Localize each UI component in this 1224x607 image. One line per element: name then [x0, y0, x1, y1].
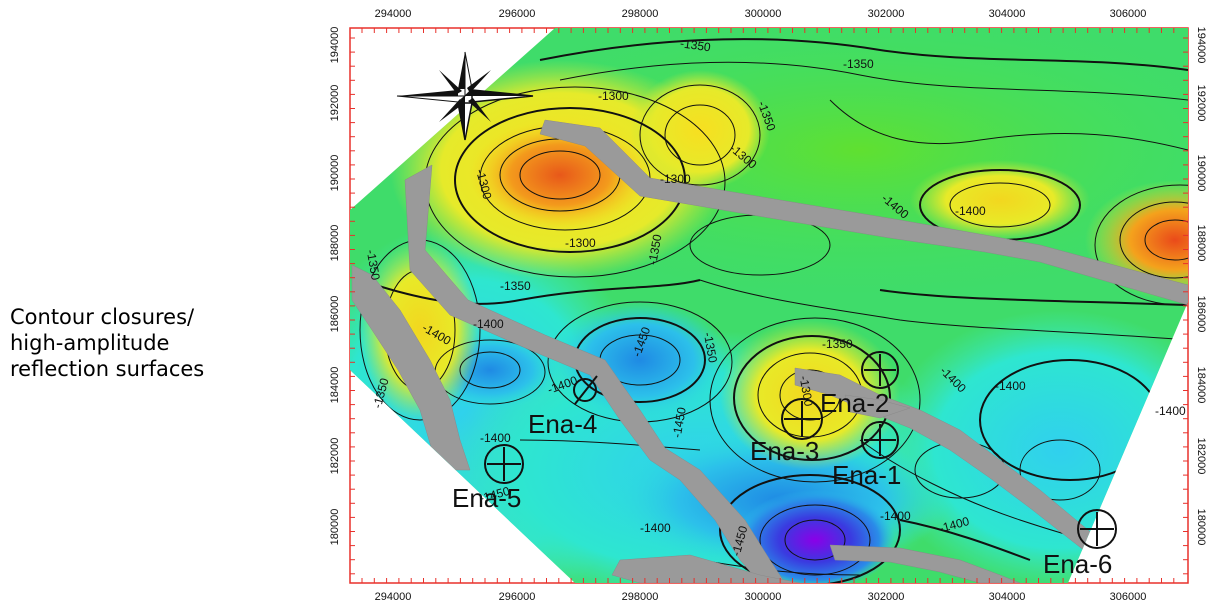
contour-label: -1400: [880, 509, 911, 523]
well-ena-3-symbol[interactable]: [781, 398, 823, 440]
contour-label: -1400: [955, 204, 986, 218]
tick-label-y-right: 184000: [1195, 367, 1207, 404]
contour-label: -1400: [480, 431, 511, 445]
tick-label-x-top: 302000: [868, 8, 905, 20]
well-label-ena-3: Ena-3: [750, 436, 819, 466]
well-label-ena-1: Ena-1: [832, 460, 901, 490]
contour-label: -1350: [679, 36, 712, 54]
contour-label: -1300: [565, 236, 596, 250]
tick-label-x-top: 296000: [499, 8, 536, 20]
tick-label-x-bottom: 302000: [868, 591, 905, 603]
tick-label-y-left: 186000: [329, 296, 341, 333]
y-axis-right: 194000 192000 190000 188000 186000 18400…: [1195, 27, 1207, 546]
tick-label-x-top: 298000: [622, 8, 659, 20]
x-axis-bottom: 294000 296000 298000 300000 302000 30400…: [375, 591, 1147, 603]
tick-label-x-bottom: 300000: [745, 591, 782, 603]
contour-label: -1400: [995, 379, 1026, 393]
tick-label-y-left: 180000: [329, 509, 341, 546]
well-label-ena-4: Ena-4: [528, 409, 597, 439]
tick-label-x-top: 306000: [1110, 8, 1147, 20]
well-ena-6-symbol[interactable]: [1077, 509, 1117, 549]
tick-label-y-right: 180000: [1195, 509, 1207, 546]
well-ena-2-symbol[interactable]: [861, 351, 899, 389]
caption-line-2: high-amplitude: [10, 331, 170, 355]
contour-label: -1450: [670, 406, 689, 439]
tick-label-y-right: 190000: [1195, 155, 1207, 192]
tick-label-x-top: 294000: [375, 8, 412, 20]
contour-label: -1400: [473, 317, 504, 331]
well-label-ena-6: Ena-6: [1043, 549, 1112, 579]
caption-text: Contour closures/ high-amplitude reflect…: [10, 304, 300, 382]
tick-label-y-right: 186000: [1195, 296, 1207, 333]
tick-label-x-bottom: 298000: [622, 591, 659, 603]
well-label-ena-2: Ena-2: [820, 388, 889, 418]
tick-label-y-right: 188000: [1195, 225, 1207, 262]
contour-label: -1350: [645, 233, 664, 266]
contour-label: -1300: [660, 172, 691, 186]
tick-label-x-bottom: 306000: [1110, 591, 1147, 603]
y-axis-left: 194000 192000 190000 188000 186000 18400…: [329, 27, 341, 546]
contour-label: -1300: [598, 89, 629, 103]
contour-label: -1350: [701, 331, 720, 364]
compass-rose-icon: [396, 51, 534, 141]
caption-line-1: Contour closures/: [10, 305, 195, 329]
well-markers: Ena-4 Ena-3 Ena-1 Ena-2 Ena-5: [452, 351, 1117, 579]
well-ena-4-symbol[interactable]: [573, 375, 598, 405]
contour-label: -1350: [843, 57, 874, 71]
tick-label-y-left: 188000: [329, 225, 341, 262]
tick-label-x-bottom: 304000: [989, 591, 1026, 603]
tick-label-y-right: 192000: [1195, 85, 1207, 122]
contour-label: -1400: [1155, 404, 1186, 418]
well-ena-5-symbol[interactable]: [484, 444, 524, 484]
tick-label-x-top: 304000: [989, 8, 1026, 20]
tick-label-y-right: 182000: [1195, 438, 1207, 475]
x-axis-top: 294000 296000 298000 300000 302000 30400…: [375, 8, 1147, 20]
well-ena-1-symbol[interactable]: [861, 421, 899, 459]
tick-label-x-top: 300000: [745, 8, 782, 20]
contour-label: -1350: [822, 337, 853, 351]
tick-label-x-bottom: 294000: [375, 591, 412, 603]
contour-label: -1400: [640, 521, 671, 535]
tick-label-y-left: 194000: [329, 27, 341, 64]
tick-label-y-left: 190000: [329, 155, 341, 192]
tick-label-y-left: 184000: [329, 367, 341, 404]
axis-ticks: [350, 28, 1188, 583]
contour-label: -1350: [500, 279, 531, 293]
well-label-ena-5: Ena-5: [452, 483, 521, 513]
tick-label-y-left: 182000: [329, 438, 341, 475]
tick-label-y-right: 194000: [1195, 27, 1207, 64]
contour-label: -1350: [364, 249, 383, 282]
tick-label-y-left: 192000: [329, 85, 341, 122]
tick-label-x-bottom: 296000: [499, 591, 536, 603]
caption-line-3: reflection surfaces: [10, 357, 205, 381]
